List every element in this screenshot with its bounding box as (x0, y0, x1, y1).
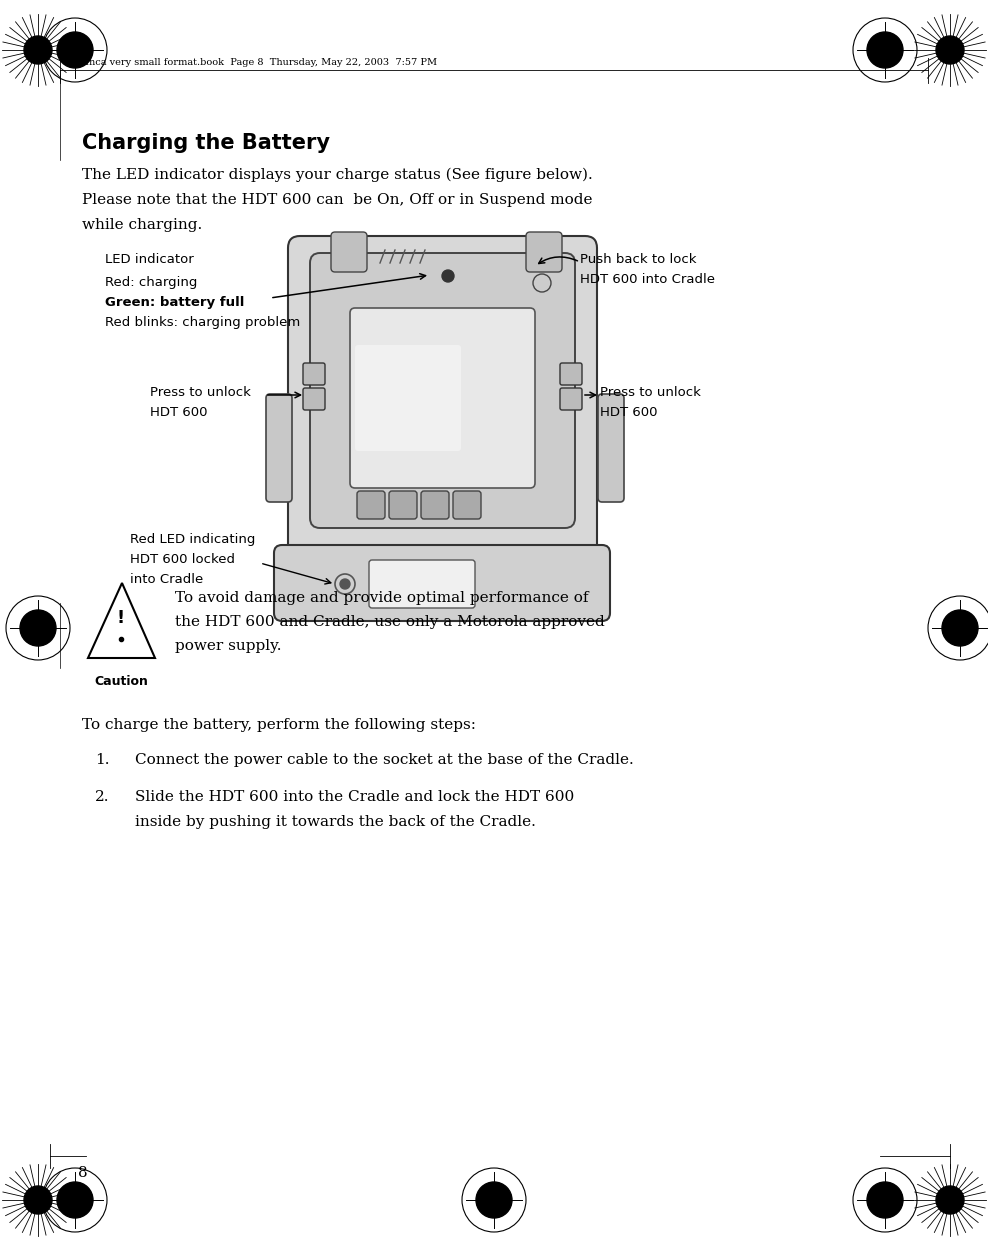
Text: Green: battery full: Green: battery full (105, 296, 244, 310)
Text: LED indicator: LED indicator (105, 253, 194, 266)
Text: inside by pushing it towards the back of the Cradle.: inside by pushing it towards the back of… (135, 815, 535, 829)
FancyBboxPatch shape (357, 491, 385, 519)
Text: HDT 600 locked: HDT 600 locked (130, 553, 235, 566)
Circle shape (936, 36, 964, 64)
Text: HDT 600: HDT 600 (600, 406, 657, 418)
FancyBboxPatch shape (310, 253, 575, 527)
Circle shape (57, 1182, 93, 1218)
FancyBboxPatch shape (331, 232, 367, 272)
Circle shape (867, 32, 903, 68)
Polygon shape (88, 583, 155, 659)
FancyBboxPatch shape (274, 545, 610, 621)
FancyBboxPatch shape (288, 236, 597, 615)
Text: Caution: Caution (94, 675, 148, 688)
Circle shape (24, 1186, 52, 1214)
Circle shape (340, 579, 350, 589)
Circle shape (476, 1182, 512, 1218)
Text: !: ! (117, 609, 125, 626)
Text: Red blinks: charging problem: Red blinks: charging problem (105, 316, 300, 329)
FancyBboxPatch shape (598, 394, 624, 501)
Text: To charge the battery, perform the following steps:: To charge the battery, perform the follo… (82, 718, 476, 732)
Text: HDT 600 into Cradle: HDT 600 into Cradle (580, 274, 715, 286)
FancyBboxPatch shape (421, 491, 449, 519)
Text: Please note that the HDT 600 can  be On, Off or in Suspend mode: Please note that the HDT 600 can be On, … (82, 193, 593, 207)
Text: 2.: 2. (95, 790, 110, 803)
FancyBboxPatch shape (266, 394, 292, 501)
Circle shape (57, 32, 93, 68)
Circle shape (442, 270, 454, 282)
FancyBboxPatch shape (560, 363, 582, 385)
Circle shape (936, 1186, 964, 1214)
Text: while charging.: while charging. (82, 218, 203, 232)
Circle shape (942, 610, 978, 646)
Circle shape (20, 610, 56, 646)
Text: HDT 600: HDT 600 (150, 406, 207, 418)
FancyBboxPatch shape (389, 491, 417, 519)
Text: To avoid damage and provide optimal performance of: To avoid damage and provide optimal perf… (175, 591, 589, 605)
FancyBboxPatch shape (355, 345, 461, 451)
Text: the HDT 600 and Cradle, use only a Motorola approved: the HDT 600 and Cradle, use only a Motor… (175, 615, 605, 629)
Text: power supply.: power supply. (175, 639, 282, 652)
Text: 8: 8 (78, 1166, 88, 1180)
Text: into Cradle: into Cradle (130, 573, 204, 586)
Circle shape (24, 36, 52, 64)
Text: Push back to lock: Push back to lock (580, 253, 697, 266)
Text: Press to unlock: Press to unlock (600, 386, 700, 399)
FancyBboxPatch shape (526, 232, 562, 272)
Text: Charging the Battery: Charging the Battery (82, 132, 330, 154)
Text: Press to unlock: Press to unlock (150, 386, 251, 399)
Text: Slide the HDT 600 into the Cradle and lock the HDT 600: Slide the HDT 600 into the Cradle and lo… (135, 790, 574, 803)
FancyBboxPatch shape (369, 560, 475, 608)
FancyBboxPatch shape (350, 308, 535, 488)
FancyBboxPatch shape (453, 491, 481, 519)
Text: Red LED indicating: Red LED indicating (130, 534, 255, 546)
Circle shape (867, 1182, 903, 1218)
Text: Connect the power cable to the socket at the base of the Cradle.: Connect the power cable to the socket at… (135, 753, 633, 768)
FancyBboxPatch shape (560, 387, 582, 410)
FancyBboxPatch shape (303, 387, 325, 410)
FancyBboxPatch shape (303, 363, 325, 385)
Text: Inca very small format.book  Page 8  Thursday, May 22, 2003  7:57 PM: Inca very small format.book Page 8 Thurs… (85, 57, 437, 67)
Text: Red: charging: Red: charging (105, 276, 198, 288)
Text: 1.: 1. (95, 753, 110, 768)
Text: The LED indicator displays your charge status (See figure below).: The LED indicator displays your charge s… (82, 168, 593, 182)
